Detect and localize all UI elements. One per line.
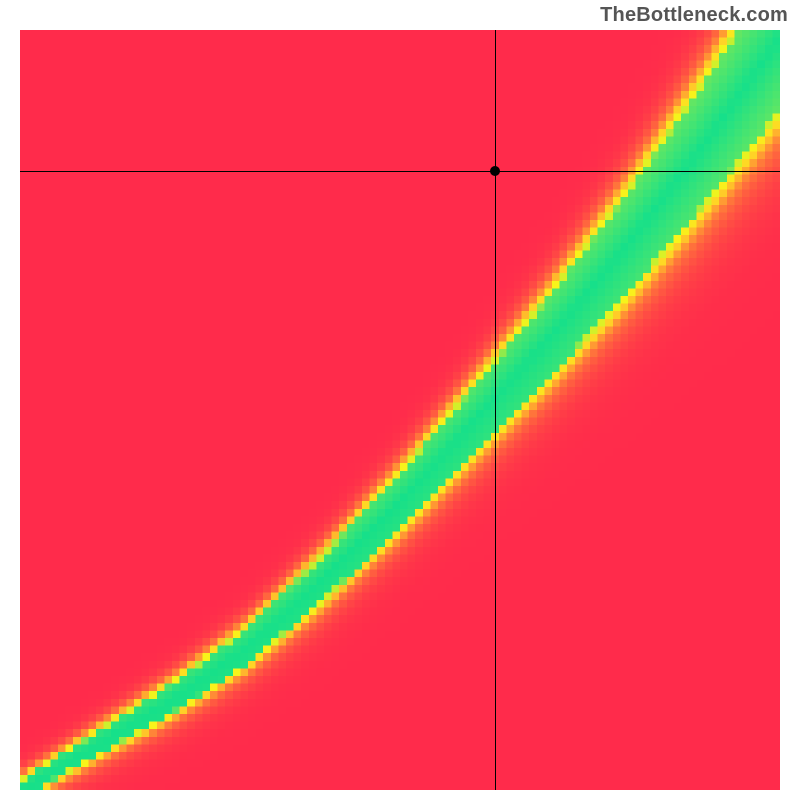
crosshair-horizontal xyxy=(20,171,780,172)
crosshair-marker xyxy=(490,166,500,176)
heatmap-plot xyxy=(20,30,780,790)
crosshair-vertical xyxy=(495,30,496,790)
heatmap-canvas xyxy=(20,30,780,790)
watermark: TheBottleneck.com xyxy=(600,4,788,27)
